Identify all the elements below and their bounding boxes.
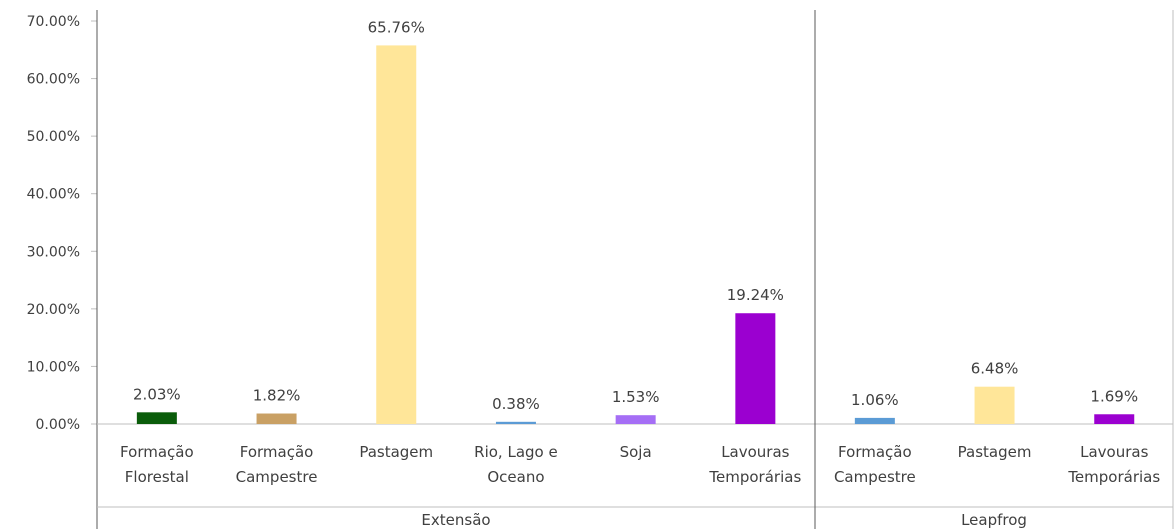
bar-extensão-3 xyxy=(495,421,536,424)
category-label: Formação xyxy=(120,443,194,461)
bar-extensão-2 xyxy=(376,45,417,425)
labels-layer: 2.03% Formação Florestal 1.82% Formação Campe… xyxy=(120,18,1160,529)
category-label: Temporárias xyxy=(708,468,801,486)
y-tick-label: 50.00% xyxy=(27,129,80,145)
y-tick-label: 40.00% xyxy=(27,187,80,203)
data-label: 1.53% xyxy=(612,388,660,406)
category-label: Temporárias xyxy=(1067,468,1160,486)
category-label: Oceano xyxy=(487,468,544,486)
data-label: 1.69% xyxy=(1090,387,1138,405)
category-label: Campestre xyxy=(236,468,318,486)
data-label: 1.06% xyxy=(851,391,899,409)
bar-extensão-0 xyxy=(136,412,177,424)
data-label: 65.76% xyxy=(368,18,425,36)
bar-leapfrog-2 xyxy=(1094,414,1135,424)
y-tick-label: 70.00% xyxy=(27,14,80,30)
y-tick-label: 0.00% xyxy=(36,417,80,433)
category-label: Pastagem xyxy=(958,443,1032,461)
category-label: Pastagem xyxy=(359,443,433,461)
y-tick-label: 30.00% xyxy=(27,244,80,260)
y-tick-label: 60.00% xyxy=(27,72,80,88)
category-label: Florestal xyxy=(125,468,189,486)
group-label: Leapfrog xyxy=(961,511,1027,529)
y-tick-label: 10.00% xyxy=(27,359,80,375)
category-label: Lavouras xyxy=(1080,443,1148,461)
bar-leapfrog-0 xyxy=(854,417,895,424)
category-label: Rio, Lago e xyxy=(474,443,558,461)
category-label: Soja xyxy=(620,443,652,461)
bar-extensão-1 xyxy=(256,413,297,424)
bar-leapfrog-1 xyxy=(974,386,1015,424)
category-label: Formação xyxy=(838,443,912,461)
bar-extensão-5 xyxy=(735,313,776,424)
bar-extensão-4 xyxy=(615,415,656,424)
y-tick-label: 20.00% xyxy=(27,302,80,318)
data-label: 19.24% xyxy=(727,286,784,304)
data-label: 1.82% xyxy=(253,387,301,405)
data-label: 6.48% xyxy=(971,360,1019,378)
group-label: Extensão xyxy=(421,511,490,529)
category-label: Lavouras xyxy=(721,443,789,461)
data-label: 0.38% xyxy=(492,395,540,413)
category-label: Campestre xyxy=(834,468,916,486)
bars-layer xyxy=(136,45,1135,425)
data-label: 2.03% xyxy=(133,385,181,403)
category-label: Formação xyxy=(240,443,314,461)
